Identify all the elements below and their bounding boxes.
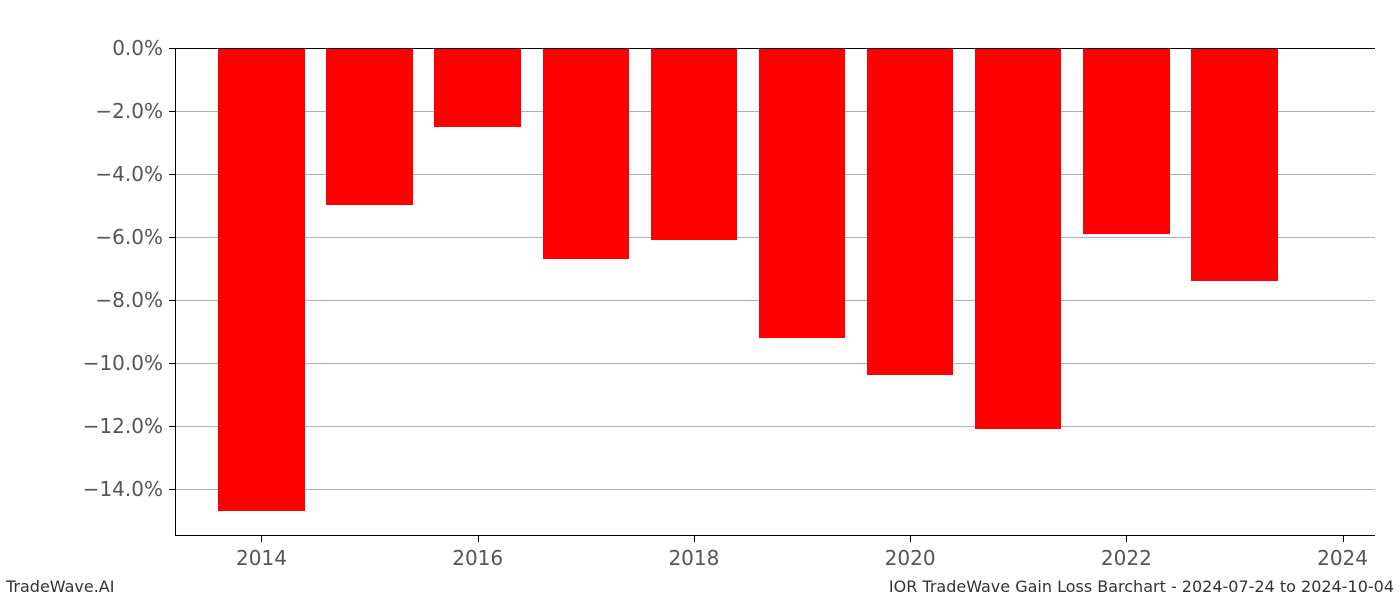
bar-2023 <box>1191 48 1277 281</box>
bar-2020 <box>867 48 953 375</box>
x-tick-label: 2022 <box>1086 546 1166 570</box>
y-gridline <box>175 363 1375 364</box>
x-tick-mark <box>261 536 262 542</box>
y-tick-label: −10.0% <box>13 351 163 375</box>
bar-2022 <box>1083 48 1169 234</box>
x-tick-label: 2014 <box>221 546 301 570</box>
y-tick-label: −14.0% <box>13 477 163 501</box>
chart-figure: TradeWave.AI IOR TradeWave Gain Loss Bar… <box>0 0 1400 600</box>
bar-2015 <box>326 48 412 205</box>
x-tick-label: 2018 <box>654 546 734 570</box>
x-tick-mark <box>1126 536 1127 542</box>
bar-2019 <box>759 48 845 338</box>
y-tick-label: −8.0% <box>13 288 163 312</box>
zero-baseline <box>175 48 1375 49</box>
x-tick-label: 2016 <box>438 546 518 570</box>
x-tick-mark <box>694 536 695 542</box>
x-tick-mark <box>1343 536 1344 542</box>
bar-2016 <box>434 48 520 127</box>
x-tick-label: 2024 <box>1303 546 1383 570</box>
x-axis-spine <box>175 535 1375 536</box>
y-tick-label: 0.0% <box>13 36 163 60</box>
footer-right-label: IOR TradeWave Gain Loss Barchart - 2024-… <box>889 577 1394 596</box>
plot-area <box>175 48 1375 536</box>
y-gridline <box>175 426 1375 427</box>
y-gridline <box>175 489 1375 490</box>
footer-left-label: TradeWave.AI <box>6 577 114 596</box>
bar-2021 <box>975 48 1061 429</box>
y-tick-label: −4.0% <box>13 162 163 186</box>
y-tick-label: −6.0% <box>13 225 163 249</box>
x-tick-mark <box>910 536 911 542</box>
x-tick-mark <box>478 536 479 542</box>
y-tick-label: −12.0% <box>13 414 163 438</box>
bar-2014 <box>218 48 304 511</box>
bar-2017 <box>543 48 629 259</box>
bar-2018 <box>651 48 737 240</box>
y-axis-spine <box>175 48 176 536</box>
x-tick-label: 2020 <box>870 546 950 570</box>
y-tick-label: −2.0% <box>13 99 163 123</box>
